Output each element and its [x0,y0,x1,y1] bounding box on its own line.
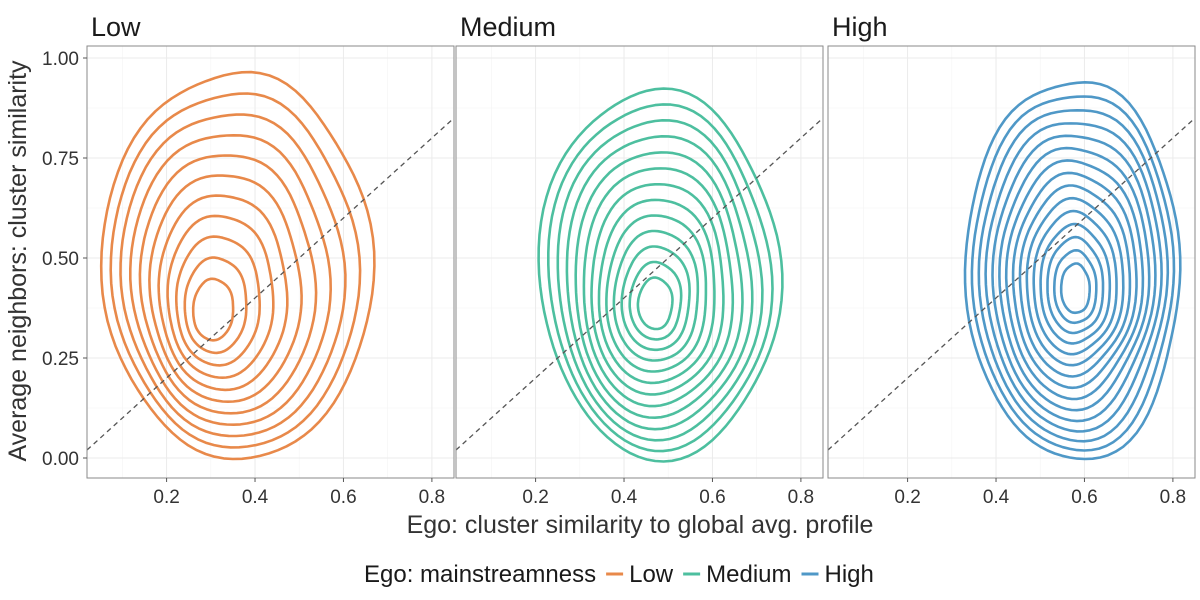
facet-title: Low [91,12,141,42]
contour-line [547,103,774,453]
contour-line [1046,235,1105,335]
legend-item-medium: Medium [683,561,792,588]
x-tick-label: 0.4 [611,487,638,508]
contour-line [1011,171,1138,390]
contour-line [565,135,754,431]
reference-line [456,117,823,451]
facet-title: High [832,12,888,42]
contour-line [148,174,303,403]
y-tick-label: 0.50 [42,249,79,270]
x-tick-label: 0.8 [1160,487,1186,508]
contour-line [582,167,735,408]
contour-series-low [99,70,376,461]
contour-line [537,87,784,463]
contour-line [166,214,275,379]
contour-line [963,81,1182,461]
contour-line [1018,184,1132,378]
facet-medium: Medium 0.2 0.4 0.6 0.8 [455,12,824,508]
x-tick-label: 0.8 [419,487,445,508]
facet-high: High 0.2 0.4 0.6 0.8 [827,12,1196,508]
contour-line [191,277,235,342]
legend-label: Medium [706,561,791,588]
contour-line [1004,159,1145,401]
y-axis-title: Average neighbors: cluster similarity [4,60,32,462]
facet-panels: Low 0.2 0.4 0.6 0.8 Medium 0.2 0.4 0.6 0.8 High 0.2… [42,12,1196,508]
contour-line [99,70,376,461]
x-tick-label: 0.6 [330,487,356,508]
y-tick-label: 1.00 [42,49,79,70]
y-tick-label: 0.00 [42,449,79,470]
panel-border [827,45,1196,479]
panel-border [455,45,824,479]
facet-low: Low 0.2 0.4 0.6 0.8 [86,12,455,508]
contour-line [977,109,1170,443]
contour-line [1039,222,1112,345]
contour-line [129,134,332,426]
legend-item-high: High [801,561,874,588]
contour-line [556,119,764,442]
contour-line [984,122,1163,433]
contour-line [183,256,248,355]
facet-title: Medium [460,12,556,42]
contour-line [157,194,289,392]
contour-line [597,198,716,385]
reference-line [828,117,1195,451]
legend-label: High [825,561,874,588]
contour-line [119,113,347,438]
x-tick-label: 0.2 [522,487,548,508]
contour-line [636,276,674,331]
y-tick-label: 0.75 [42,149,79,170]
contour-line [109,92,362,449]
legend-title: Ego: mainstreamness [364,561,596,588]
contour-line [590,183,725,396]
contour-series-high [963,81,1182,461]
contour-line [1032,209,1118,356]
x-tick-label: 0.6 [1071,487,1097,508]
contour-line [574,151,744,419]
contour-line [1059,262,1091,315]
x-tick-label: 0.6 [699,487,725,508]
contour-line [991,134,1157,423]
panel-background [87,46,454,478]
x-tick-label: 0.4 [242,487,269,508]
x-axis-title: Ego: cluster similarity to global avg. p… [407,511,874,539]
reference-line [87,117,454,451]
panel-background [456,46,823,478]
contour-line [175,235,261,367]
legend-item-low: Low [606,561,674,588]
x-tick-label: 0.4 [983,487,1010,508]
contour-line [970,95,1176,452]
contour-line [998,146,1151,412]
panel-border [86,45,455,479]
legend: Ego: mainstreamness Low Medium High [364,561,874,588]
contour-line [1025,196,1125,367]
y-tick-label: 0.25 [42,349,79,370]
x-tick-label: 0.2 [894,487,920,508]
x-tick-label: 0.8 [788,487,814,508]
contour-line [628,260,683,341]
contour-line [605,214,708,373]
x-tick-label: 0.2 [153,487,179,508]
legend-label: Low [629,561,674,588]
contour-line [1053,249,1098,325]
contour-line [612,229,700,362]
contour-line [138,154,318,415]
